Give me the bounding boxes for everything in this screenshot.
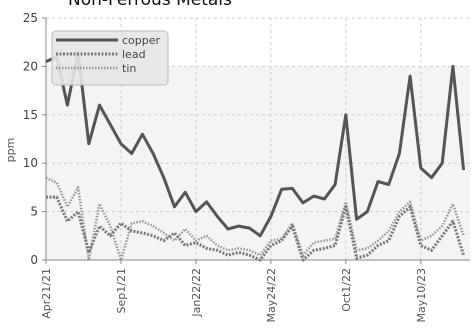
x-tick-label: Oct1/22 [340, 268, 353, 312]
y-tick-label: 0 [30, 253, 38, 267]
series-line-copper [45, 50, 466, 238]
x-tick-label: May24/22 [265, 268, 278, 322]
y-axis-label: ppm [4, 138, 17, 163]
series-group [45, 50, 466, 262]
series-line-lead [46, 195, 466, 262]
y-tick-label: 25 [23, 11, 38, 25]
axes: 0 5 10 15 20 25 Apr21/21 Sep1/21 Jan22/22 May24/2… [23, 11, 470, 322]
legend-label-copper: copper [122, 34, 161, 47]
legend-label-lead: lead [122, 48, 146, 61]
y-tick-label: 10 [23, 156, 38, 170]
chart-title: Non-Ferrous Metals [68, 0, 232, 10]
x-tick-label: Jan22/22 [190, 268, 203, 318]
x-tick-label: Apr21/21 [40, 268, 53, 319]
x-tick-label: May10/23 [415, 268, 428, 322]
y-tick-label: 15 [23, 108, 38, 122]
legend-box [51, 30, 169, 86]
y-tick-label: 20 [23, 59, 38, 73]
x-tick-label: Sep1/21 [115, 268, 128, 313]
series-line-tin [45, 176, 465, 262]
y-tick-label: 5 [30, 205, 38, 219]
legend-label-tin: tin [122, 62, 136, 75]
